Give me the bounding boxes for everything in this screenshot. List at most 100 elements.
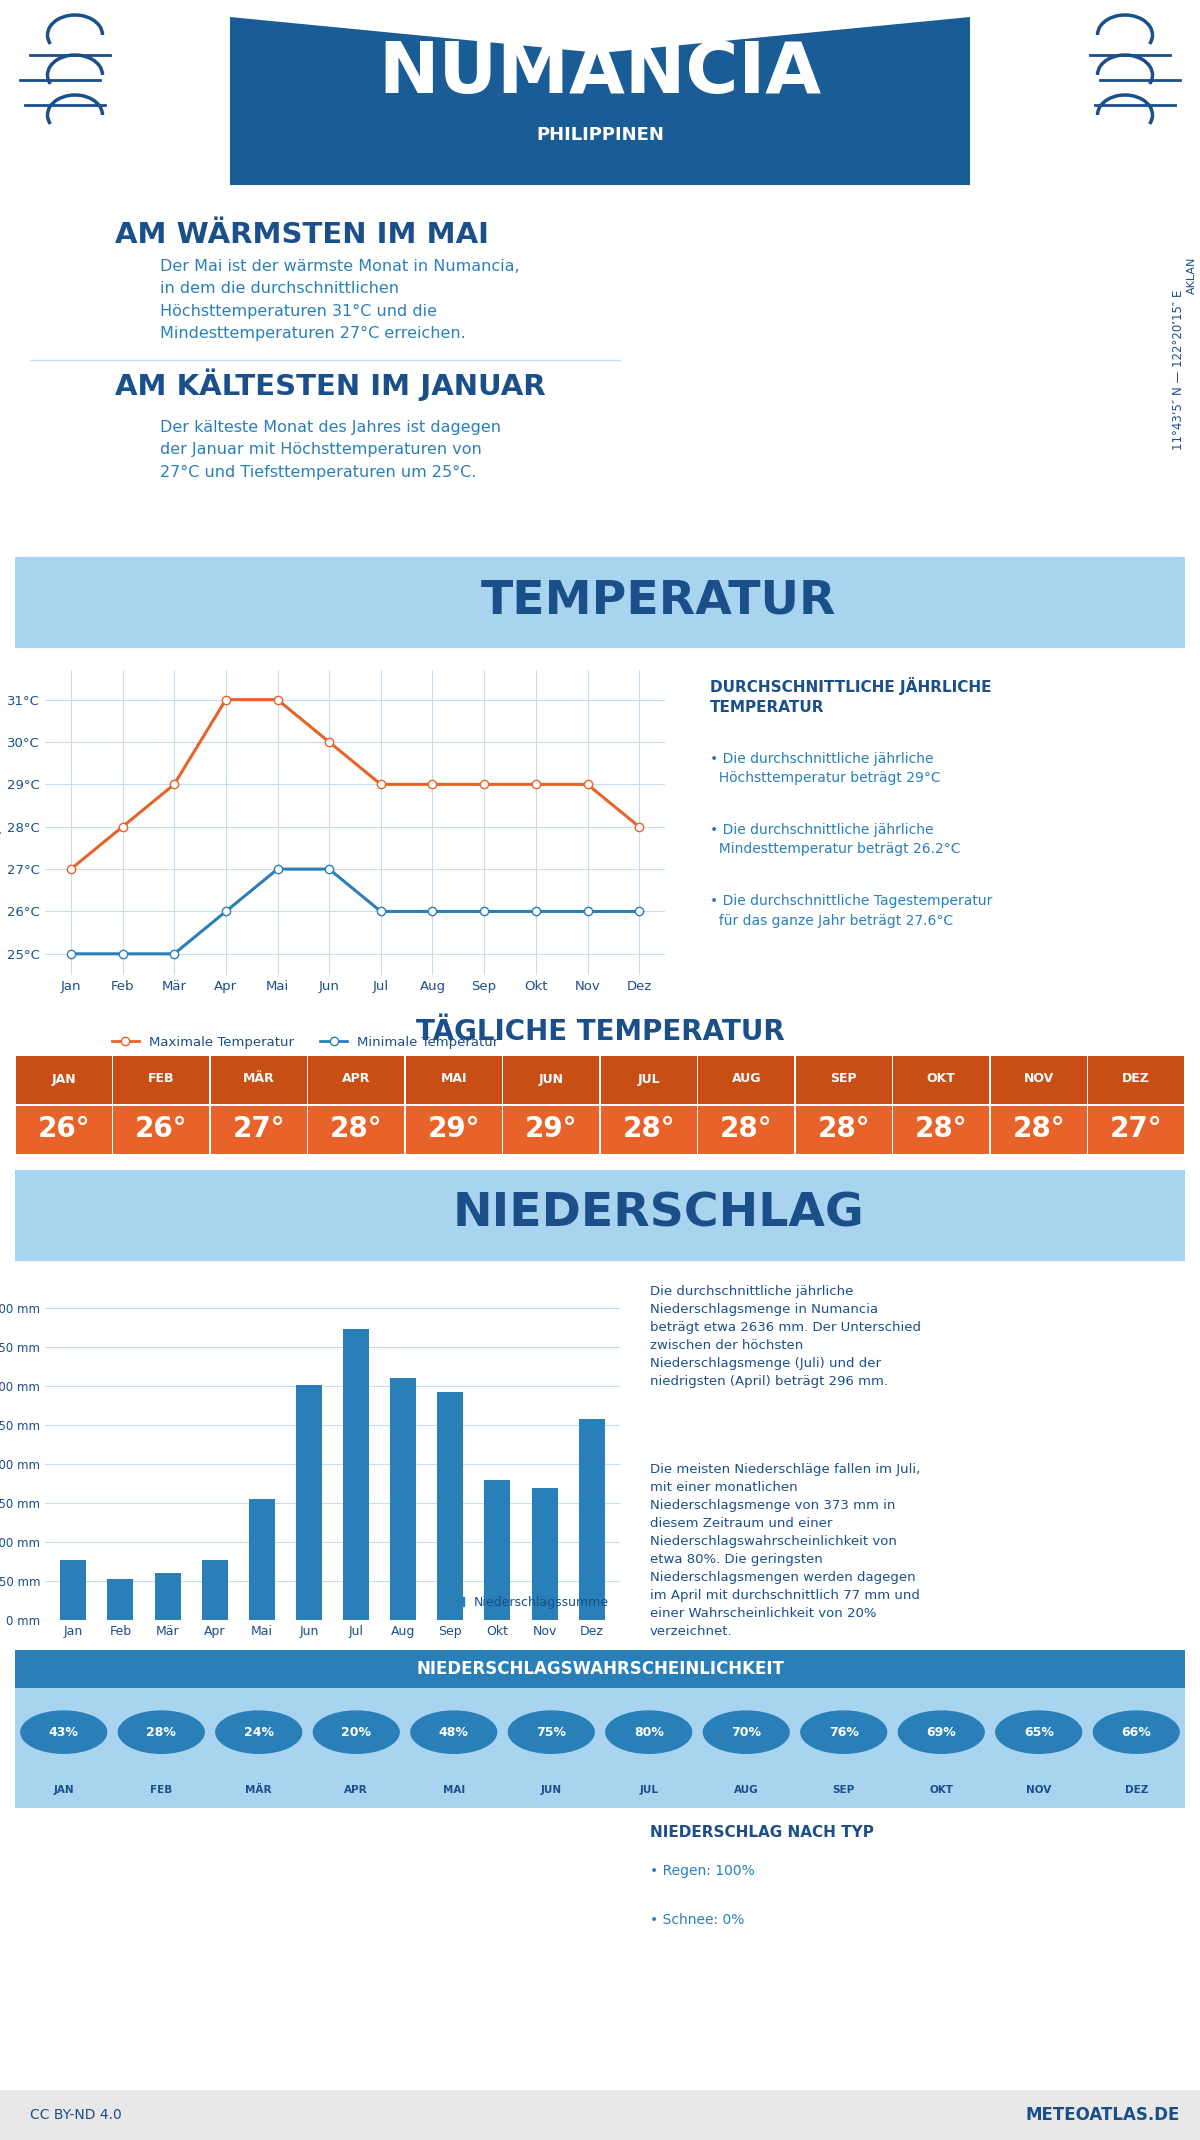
FancyBboxPatch shape bbox=[601, 1106, 696, 1153]
Text: Der kälteste Monat des Jahres ist dagegen
der Januar mit Höchsttemperaturen von
: Der kälteste Monat des Jahres ist dagege… bbox=[160, 419, 502, 479]
Circle shape bbox=[996, 1712, 1081, 1753]
FancyBboxPatch shape bbox=[406, 1055, 502, 1104]
Text: 28°: 28° bbox=[817, 1115, 870, 1143]
Text: SEP: SEP bbox=[833, 1785, 854, 1795]
Text: TEMPERATUR: TEMPERATUR bbox=[481, 578, 836, 623]
FancyBboxPatch shape bbox=[211, 1106, 306, 1153]
Polygon shape bbox=[230, 17, 970, 184]
Text: AKLAN: AKLAN bbox=[1187, 257, 1198, 293]
Text: JUL: JUL bbox=[640, 1785, 659, 1795]
FancyBboxPatch shape bbox=[601, 1055, 696, 1104]
Text: 70%: 70% bbox=[731, 1725, 761, 1738]
Text: JUN: JUN bbox=[541, 1785, 562, 1795]
Legend: Niederschlagssumme: Niederschlagssumme bbox=[433, 1590, 613, 1614]
Text: 24%: 24% bbox=[244, 1725, 274, 1738]
Text: Die durchschnittliche jährliche
Niederschlagsmenge in Numancia
beträgt etwa 2636: Die durchschnittliche jährliche Niedersc… bbox=[650, 1284, 922, 1389]
Text: NOV: NOV bbox=[1024, 1072, 1054, 1085]
Text: DURCHSCHNITTLICHE JÄHRLICHE
TEMPERATUR: DURCHSCHNITTLICHE JÄHRLICHE TEMPERATUR bbox=[709, 676, 991, 715]
Bar bbox=[437, 1391, 463, 1620]
Circle shape bbox=[899, 1712, 984, 1753]
FancyBboxPatch shape bbox=[991, 1055, 1086, 1104]
FancyBboxPatch shape bbox=[504, 1106, 599, 1153]
Text: AUG: AUG bbox=[732, 1072, 761, 1085]
Text: DEZ: DEZ bbox=[1122, 1072, 1150, 1085]
Text: 11°43ʼ5″ N — 122°20ʼ15″ E: 11°43ʼ5″ N — 122°20ʼ15″ E bbox=[1171, 289, 1184, 449]
Text: PHILIPPINEN: PHILIPPINEN bbox=[536, 126, 664, 143]
Circle shape bbox=[216, 1712, 301, 1753]
Circle shape bbox=[1093, 1712, 1180, 1753]
Text: 27°: 27° bbox=[233, 1115, 286, 1143]
FancyBboxPatch shape bbox=[698, 1106, 794, 1153]
Text: JUN: JUN bbox=[539, 1072, 564, 1085]
FancyBboxPatch shape bbox=[406, 1106, 502, 1153]
Legend: Maximale Temperatur, Minimale Temperatur: Maximale Temperatur, Minimale Temperatur bbox=[107, 1029, 504, 1053]
Text: • Die durchschnittliche jährliche
  Mindesttemperatur beträgt 26.2°C: • Die durchschnittliche jährliche Mindes… bbox=[709, 824, 960, 856]
FancyBboxPatch shape bbox=[308, 1055, 404, 1104]
Text: AUG: AUG bbox=[734, 1785, 758, 1795]
FancyBboxPatch shape bbox=[114, 1106, 209, 1153]
Bar bbox=[578, 1419, 605, 1620]
FancyBboxPatch shape bbox=[308, 1106, 404, 1153]
Circle shape bbox=[119, 1712, 204, 1753]
Bar bbox=[108, 1579, 133, 1620]
Text: OKT: OKT bbox=[926, 1072, 955, 1085]
FancyBboxPatch shape bbox=[16, 1106, 112, 1153]
FancyBboxPatch shape bbox=[14, 1650, 1186, 1688]
Text: • Regen: 100%: • Regen: 100% bbox=[650, 1864, 755, 1879]
Text: 28°: 28° bbox=[330, 1115, 383, 1143]
Text: NUMANCIA: NUMANCIA bbox=[378, 39, 822, 107]
Text: JUL: JUL bbox=[637, 1072, 660, 1085]
Text: 76%: 76% bbox=[829, 1725, 859, 1738]
FancyBboxPatch shape bbox=[0, 556, 1200, 648]
Text: FEB: FEB bbox=[148, 1072, 174, 1085]
Circle shape bbox=[606, 1712, 691, 1753]
Bar bbox=[155, 1573, 180, 1620]
Bar bbox=[532, 1487, 558, 1620]
Circle shape bbox=[20, 1712, 107, 1753]
Text: JAN: JAN bbox=[54, 1785, 74, 1795]
Bar bbox=[390, 1378, 416, 1620]
FancyBboxPatch shape bbox=[211, 1055, 306, 1104]
FancyBboxPatch shape bbox=[504, 1055, 599, 1104]
Text: 66%: 66% bbox=[1121, 1725, 1151, 1738]
Text: CC BY-ND 4.0: CC BY-ND 4.0 bbox=[30, 2108, 121, 2123]
Text: • Schnee: 0%: • Schnee: 0% bbox=[650, 1913, 744, 1928]
Text: • Die durchschnittliche Tagestemperatur
  für das ganze Jahr beträgt 27.6°C: • Die durchschnittliche Tagestemperatur … bbox=[709, 895, 992, 929]
Text: Die meisten Niederschläge fallen im Juli,
mit einer monatlichen
Niederschlagsmen: Die meisten Niederschläge fallen im Juli… bbox=[650, 1462, 920, 1637]
Text: 80%: 80% bbox=[634, 1725, 664, 1738]
Text: TÄGLICHE TEMPERATUR: TÄGLICHE TEMPERATUR bbox=[415, 1019, 785, 1046]
Text: MÄR: MÄR bbox=[246, 1785, 272, 1795]
Text: NIEDERSCHLAG NACH TYP: NIEDERSCHLAG NACH TYP bbox=[650, 1825, 874, 1840]
Text: MAI: MAI bbox=[440, 1072, 467, 1085]
Circle shape bbox=[313, 1712, 400, 1753]
FancyBboxPatch shape bbox=[894, 1106, 989, 1153]
Text: MÄR: MÄR bbox=[242, 1072, 275, 1085]
Text: 43%: 43% bbox=[49, 1725, 79, 1738]
Bar bbox=[343, 1329, 370, 1620]
Bar bbox=[296, 1385, 322, 1620]
Text: NIEDERSCHLAG: NIEDERSCHLAG bbox=[452, 1192, 864, 1237]
FancyBboxPatch shape bbox=[796, 1055, 892, 1104]
Text: • Die durchschnittliche jährliche
  Höchsttemperatur beträgt 29°C: • Die durchschnittliche jährliche Höchst… bbox=[709, 751, 940, 785]
Y-axis label: Temperatur: Temperatur bbox=[0, 783, 1, 862]
Text: FEB: FEB bbox=[150, 1785, 173, 1795]
Circle shape bbox=[703, 1712, 790, 1753]
Text: 29°: 29° bbox=[427, 1115, 480, 1143]
Text: 28%: 28% bbox=[146, 1725, 176, 1738]
Text: APR: APR bbox=[342, 1072, 371, 1085]
Text: 65%: 65% bbox=[1024, 1725, 1054, 1738]
Text: 28°: 28° bbox=[1013, 1115, 1066, 1143]
Text: NIEDERSCHLAGSWAHRSCHEINLICHKEIT: NIEDERSCHLAGSWAHRSCHEINLICHKEIT bbox=[416, 1661, 784, 1678]
Text: METEOATLAS.DE: METEOATLAS.DE bbox=[1026, 2106, 1180, 2125]
Bar bbox=[202, 1560, 228, 1620]
Text: DEZ: DEZ bbox=[1124, 1785, 1148, 1795]
FancyBboxPatch shape bbox=[16, 1055, 112, 1104]
Bar bbox=[60, 1560, 86, 1620]
FancyBboxPatch shape bbox=[1088, 1106, 1184, 1153]
FancyBboxPatch shape bbox=[0, 2091, 1200, 2140]
Text: AM WÄRMSTEN IM MAI: AM WÄRMSTEN IM MAI bbox=[115, 220, 490, 248]
FancyBboxPatch shape bbox=[796, 1106, 892, 1153]
Text: NOV: NOV bbox=[1026, 1785, 1051, 1795]
Text: OKT: OKT bbox=[929, 1785, 953, 1795]
Circle shape bbox=[800, 1712, 887, 1753]
